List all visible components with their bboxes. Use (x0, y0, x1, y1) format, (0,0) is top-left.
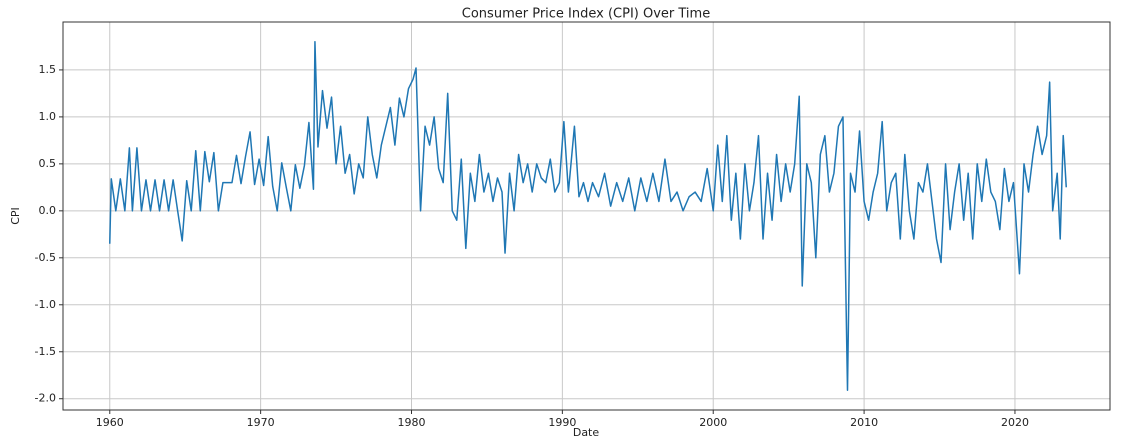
y-tick-label: 0.0 (39, 204, 57, 217)
x-tick-label: 2020 (1001, 416, 1029, 429)
y-tick-label: -2.0 (35, 392, 56, 405)
x-tick-label: 1960 (96, 416, 124, 429)
y-tick-label: 1.0 (39, 110, 57, 123)
y-tick-label: -1.0 (35, 298, 56, 311)
y-axis-label: CPI (9, 207, 22, 225)
x-axis-label: Date (573, 426, 600, 439)
y-tick-label: 0.5 (39, 157, 57, 170)
x-tick-label: 1980 (397, 416, 425, 429)
x-tick-label: 1990 (548, 416, 576, 429)
y-tick-label: -0.5 (35, 251, 56, 264)
cpi-line (109, 40, 1067, 392)
y-tick-label: 1.5 (39, 63, 57, 76)
chart-title: Consumer Price Index (CPI) Over Time (462, 7, 710, 22)
x-tick-label: 2000 (699, 416, 727, 429)
plot-frame (62, 21, 1111, 411)
x-tick-label: 2010 (850, 416, 878, 429)
x-tick-label: 1970 (247, 416, 275, 429)
y-tick-label: -1.5 (35, 345, 56, 358)
